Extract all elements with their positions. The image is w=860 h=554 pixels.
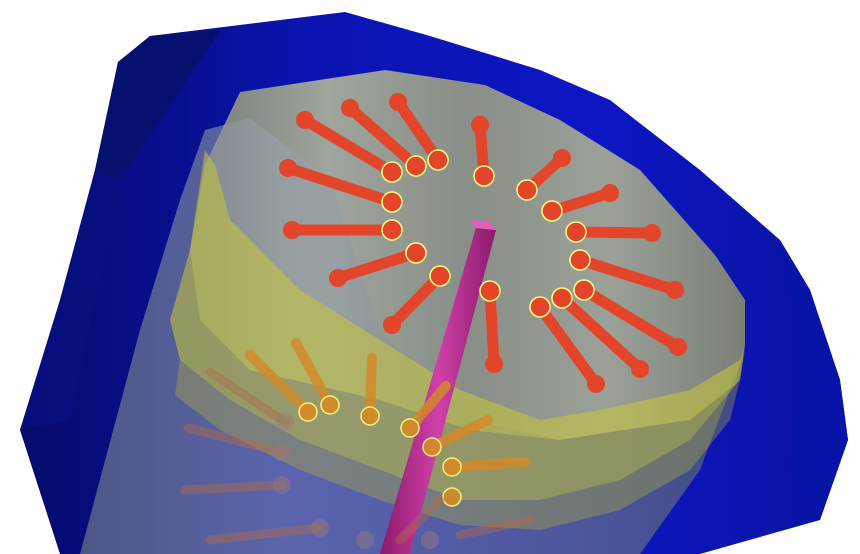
deep-lipid-heads bbox=[273, 413, 439, 549]
lipid-tail-ends bbox=[279, 93, 687, 393]
lower-lipid-heads bbox=[298, 395, 462, 507]
lower-lipid-ring bbox=[180, 338, 535, 549]
lipid-heads bbox=[381, 149, 595, 318]
deep-lipid-tails bbox=[180, 367, 535, 545]
upper-lipid-ring bbox=[279, 93, 687, 393]
